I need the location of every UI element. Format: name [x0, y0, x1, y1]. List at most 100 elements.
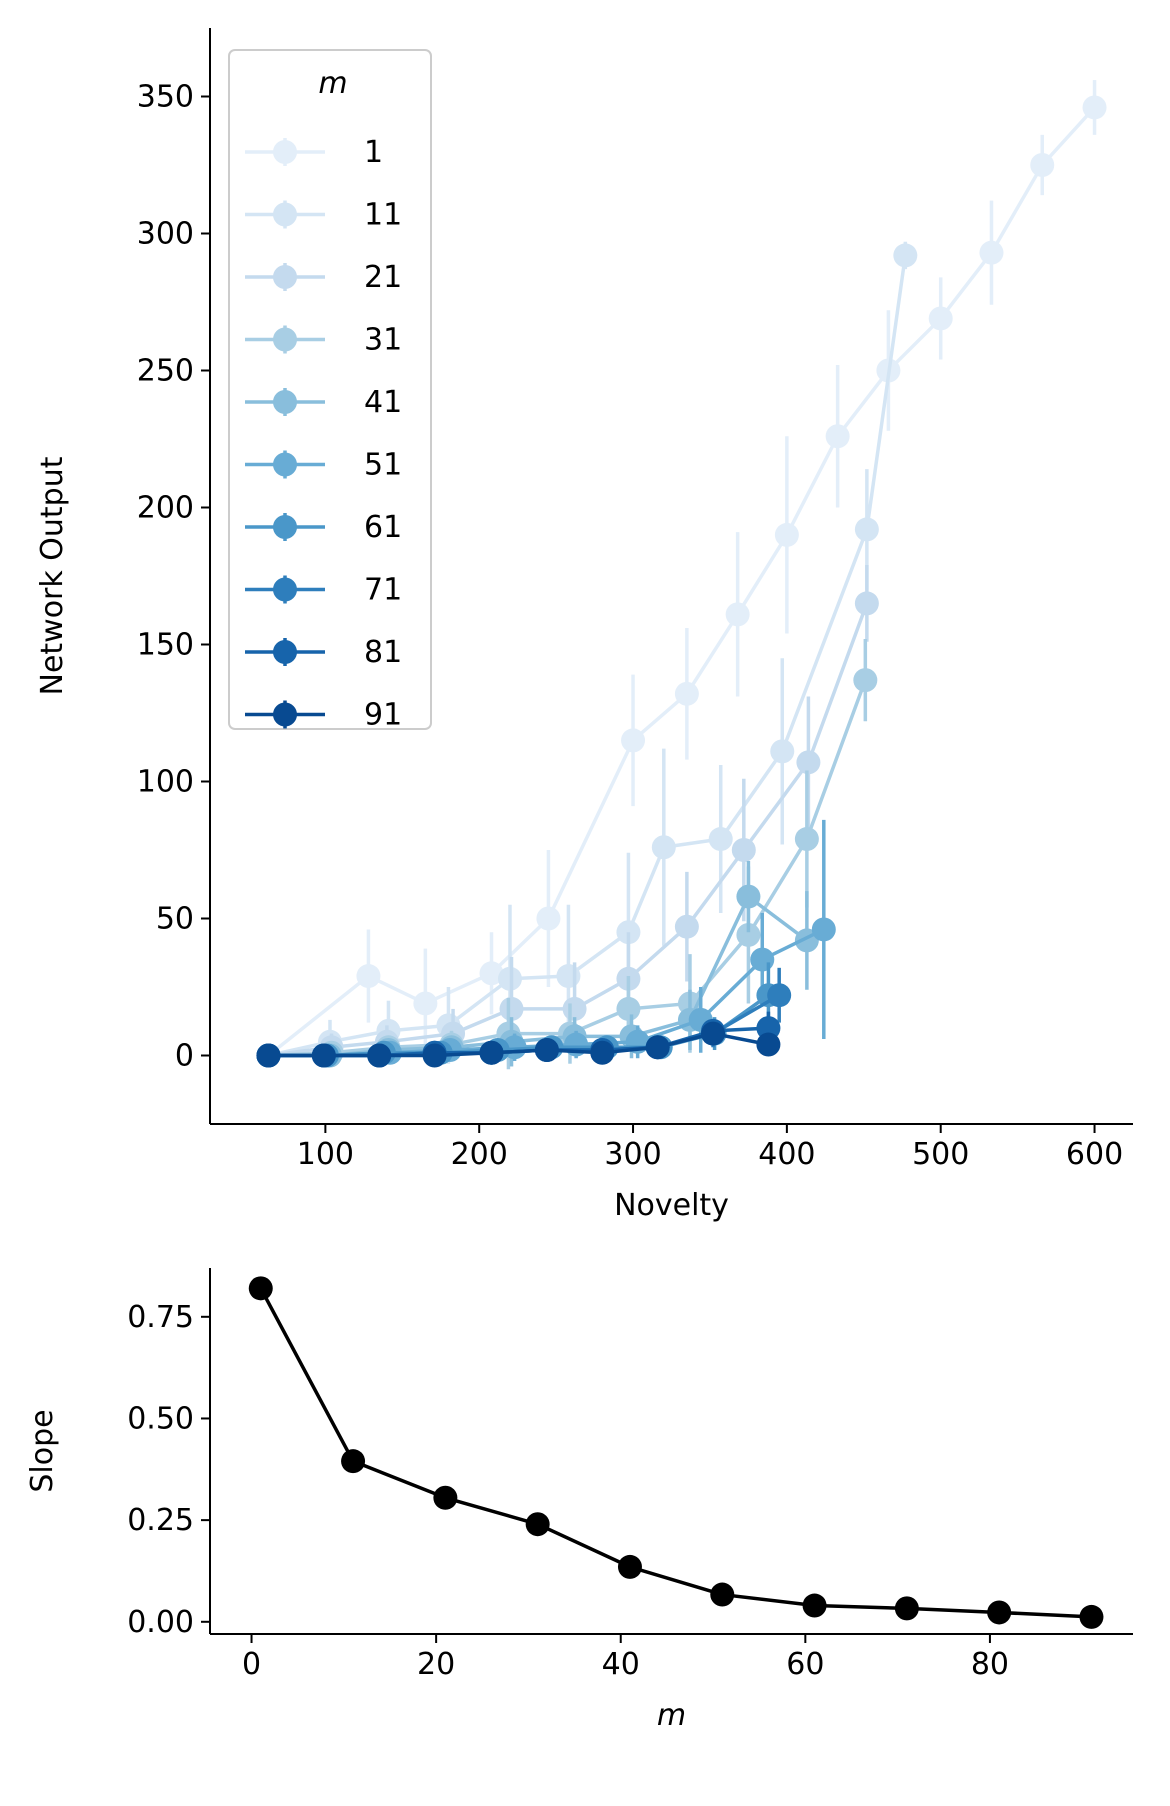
y-axis-label: Network Output [35, 456, 70, 695]
data-point [701, 1021, 726, 1046]
x-tick-label: 400 [758, 1137, 815, 1172]
data-point [774, 522, 799, 547]
data-point [256, 1043, 281, 1068]
legend-label: 1 [364, 135, 383, 170]
legend-label: 61 [364, 510, 402, 545]
legend-marker [273, 452, 297, 477]
data-point [248, 1276, 273, 1301]
data-point [731, 838, 756, 862]
legend-entry: 91 [245, 698, 402, 733]
legend-marker [273, 515, 297, 539]
legend-entry: 11 [245, 198, 402, 233]
data-point [534, 1038, 559, 1063]
y-tick-label: 200 [137, 491, 194, 526]
data-point [750, 947, 775, 972]
x-axis-label: Novelty [614, 1188, 729, 1223]
data-point [1030, 153, 1055, 177]
x-tick-label: 60 [786, 1647, 824, 1682]
data-point [341, 1449, 366, 1474]
data-point [617, 1554, 642, 1579]
legend-entry: 61 [245, 510, 402, 545]
x-tick-label: 80 [971, 1647, 1009, 1682]
data-point [651, 835, 676, 860]
data-point [479, 961, 504, 986]
data-point [525, 1512, 550, 1537]
data-point [674, 914, 699, 939]
data-point [987, 1600, 1012, 1625]
x-tick-label: 0 [242, 1647, 261, 1682]
data-point [536, 906, 561, 931]
legend-label: 21 [364, 260, 402, 295]
legend-marker [273, 265, 297, 289]
legend-marker [273, 202, 297, 227]
data-point [433, 1485, 458, 1510]
x-tick-label: 100 [297, 1137, 354, 1172]
series-line [268, 1031, 769, 1058]
legend-entry: 71 [245, 573, 402, 608]
y-tick-label: 300 [137, 217, 194, 252]
legend-entry: 41 [245, 385, 402, 420]
data-point [556, 964, 581, 989]
x-tick-label: 500 [912, 1137, 969, 1172]
data-point [928, 306, 953, 331]
data-point [710, 1582, 735, 1607]
data-point [825, 424, 850, 449]
data-point [979, 240, 1004, 265]
legend-label: 41 [364, 385, 402, 420]
data-point [725, 602, 750, 627]
data-point [616, 996, 641, 1021]
data-point [1082, 95, 1107, 120]
data-point [796, 750, 821, 775]
data-point [356, 964, 381, 989]
legend-label: 31 [364, 323, 402, 358]
legend-marker [273, 577, 297, 602]
data-point [854, 591, 879, 616]
data-point [708, 827, 733, 852]
data-point [674, 681, 699, 706]
data-point [479, 1040, 504, 1065]
legend-entry: 31 [245, 323, 402, 358]
x-tick-label: 300 [604, 1137, 661, 1172]
data-point [590, 1040, 615, 1065]
data-point [1079, 1604, 1104, 1629]
data-point [311, 1043, 336, 1068]
y-tick-label: 0 [175, 1039, 194, 1074]
data-point [367, 1043, 392, 1068]
data-point [756, 1032, 781, 1057]
series-91 [256, 1021, 781, 1068]
data-point [621, 728, 646, 753]
x-tick-label: 40 [602, 1647, 640, 1682]
data-point [767, 983, 792, 1008]
data-point [770, 739, 795, 764]
data-point [756, 1016, 781, 1041]
slope-vs-m-chart: 0 20 40 60 80 0.00 0.25 0.50 0.75 m Slope [25, 1268, 1133, 1733]
data-point [736, 884, 761, 909]
series-0 [248, 1276, 1104, 1629]
data-point [854, 517, 879, 542]
legend-entry: 81 [245, 635, 402, 670]
series-line [259, 1287, 1092, 1619]
y-tick-label: 150 [137, 628, 194, 663]
legend-label: 81 [364, 635, 402, 670]
data-point [422, 1043, 447, 1068]
data-point [736, 922, 761, 947]
y-tick-label: 250 [137, 354, 194, 389]
novelty-network-output-chart: 100 200 300 400 500 600 0 50 100 150 200 250 300 350 N… [35, 28, 1133, 1223]
y-tick-label: 0.50 [127, 1401, 194, 1436]
data-point [794, 827, 819, 852]
legend-label: 51 [364, 448, 402, 483]
y-tick-label: 0.75 [127, 1300, 194, 1335]
data-point [894, 1596, 919, 1621]
data-point [811, 917, 836, 942]
legend-marker [273, 327, 297, 352]
y-tick-label: 100 [137, 765, 194, 800]
legend-marker [273, 140, 297, 164]
legend-marker [273, 702, 297, 727]
legend-label: 91 [364, 698, 402, 733]
y-tick-label: 0.00 [127, 1605, 194, 1640]
data-point [413, 991, 438, 1016]
legend-label: 11 [364, 198, 402, 233]
legend-marker [273, 390, 297, 414]
